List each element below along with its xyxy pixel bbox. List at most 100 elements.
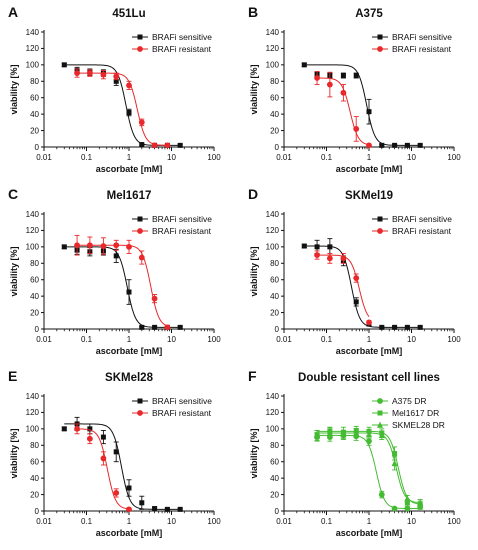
y-tick-label: 20: [270, 126, 279, 135]
legend-entry: A375 DR: [392, 396, 427, 406]
y-tick-label: 120: [26, 226, 40, 235]
data-point: [301, 62, 307, 68]
y-tick-label: 60: [270, 458, 279, 467]
chart-panel-c: C Mel1617 0 20 40 60 80 100 120 140 0.01 0.1 1 10 100 a…: [8, 186, 221, 356]
legend-entry: BRAFi resistant: [392, 226, 452, 236]
data-point: [164, 142, 171, 149]
fit-curve: [77, 428, 130, 510]
data-point: [100, 434, 106, 440]
data-point: [365, 431, 373, 438]
data-point: [314, 252, 320, 258]
data-point: [126, 506, 132, 513]
panel-letter: C: [8, 186, 18, 202]
data-point: [139, 324, 145, 330]
y-tick-label: 140: [26, 210, 40, 219]
y-tick-label: 140: [266, 392, 280, 401]
y-tick-label: 120: [26, 408, 40, 417]
x-tick-label: 0.1: [321, 517, 333, 526]
legend-marker: [137, 410, 143, 416]
legend-marker: [377, 216, 383, 222]
y-tick-label: 40: [30, 474, 39, 483]
data-point: [152, 506, 158, 512]
series-brafi-sensitive: [301, 238, 423, 330]
y-tick-label: 140: [26, 28, 40, 37]
x-tick-label: 1: [127, 153, 132, 162]
panel-letter: D: [248, 186, 258, 202]
data-point: [391, 460, 398, 467]
data-point: [126, 289, 132, 295]
x-tick-label: 10: [407, 517, 416, 526]
x-tick-label: 100: [447, 153, 461, 162]
x-tick-label: 0.1: [81, 153, 93, 162]
data-point: [100, 243, 107, 249]
chart-panel-a: A 451Lu 0 20 40 60 80 100 120 140 0.01 0.1 1 10 100 asc…: [8, 4, 221, 174]
data-point: [404, 495, 411, 502]
data-point: [379, 324, 385, 330]
chart-title: 451Lu: [112, 8, 145, 20]
data-point: [327, 244, 333, 250]
data-point: [392, 451, 398, 456]
legend-entry: BRAFi sensitive: [152, 214, 212, 224]
chart-panel-f: F Double resistant cell lines020406080100…: [248, 368, 461, 538]
y-axis-label: viability [%]: [9, 64, 19, 114]
data-point: [164, 506, 170, 512]
data-point: [74, 242, 80, 249]
y-tick-label: 140: [266, 210, 280, 219]
y-tick-label: 40: [270, 474, 279, 483]
x-tick-label: 1: [127, 517, 132, 526]
chart-panel-d: D SKMel19 0 20 40 60 80 100 120 140 0.01 0.1 1 10 100 a…: [248, 186, 461, 356]
data-point: [138, 119, 145, 126]
series-brafi-resistant: [74, 234, 171, 331]
legend-entry: BRAFi sensitive: [152, 32, 212, 42]
x-tick-label: 0.01: [36, 517, 52, 526]
data-point: [366, 319, 372, 326]
x-tick-label: 100: [207, 517, 221, 526]
legend-marker: [376, 421, 384, 428]
y-axis-label: viability [%]: [249, 246, 259, 296]
y-tick-label: 80: [30, 259, 39, 268]
x-axis-label: ascorbate [mM]: [96, 164, 163, 174]
legend-marker: [377, 398, 383, 404]
fit-curve: [64, 246, 181, 328]
data-point: [404, 505, 411, 512]
series-brafi-resistant: [74, 423, 132, 513]
x-tick-label: 0.1: [81, 335, 93, 344]
chart-panel-e: E SKMel28 0 20 40 60 80 100 120 140 0.01 0.1 1 10 100 a…: [8, 368, 221, 538]
data-point: [113, 490, 120, 496]
y-tick-label: 80: [270, 441, 279, 450]
data-point: [164, 324, 171, 331]
panel-letter: F: [248, 368, 257, 384]
y-tick-label: 20: [270, 490, 279, 499]
legend-marker: [377, 46, 383, 52]
data-point: [326, 81, 333, 88]
y-tick-label: 100: [26, 243, 40, 252]
data-point: [404, 142, 410, 148]
data-point: [340, 89, 347, 96]
legend-entry: BRAFi resistant: [392, 44, 452, 54]
x-tick-label: 10: [167, 153, 176, 162]
data-point: [314, 244, 320, 250]
y-tick-label: 0: [35, 143, 40, 152]
data-point: [404, 324, 410, 330]
x-axis-label: ascorbate [mM]: [336, 528, 403, 538]
y-axis-label: viability [%]: [249, 428, 259, 478]
data-point: [113, 73, 120, 80]
data-point: [379, 142, 385, 148]
x-tick-label: 10: [407, 335, 416, 344]
chart-title: SKMel19: [345, 190, 393, 202]
x-tick-label: 0.1: [81, 517, 93, 526]
legend-marker: [377, 228, 383, 234]
x-axis-label: ascorbate [mM]: [96, 528, 163, 538]
y-tick-label: 80: [30, 77, 39, 86]
legend-entry: BRAFi sensitive: [392, 32, 452, 42]
x-axis-label: ascorbate [mM]: [96, 346, 163, 356]
x-tick-label: 1: [367, 335, 372, 344]
fit-curve: [77, 72, 168, 146]
data-point: [139, 142, 145, 148]
y-tick-label: 120: [266, 44, 280, 53]
legend-entry: BRAFi resistant: [152, 226, 212, 236]
y-tick-label: 0: [35, 507, 40, 516]
data-point: [74, 70, 80, 76]
data-point: [86, 242, 93, 249]
y-tick-label: 0: [35, 325, 40, 334]
